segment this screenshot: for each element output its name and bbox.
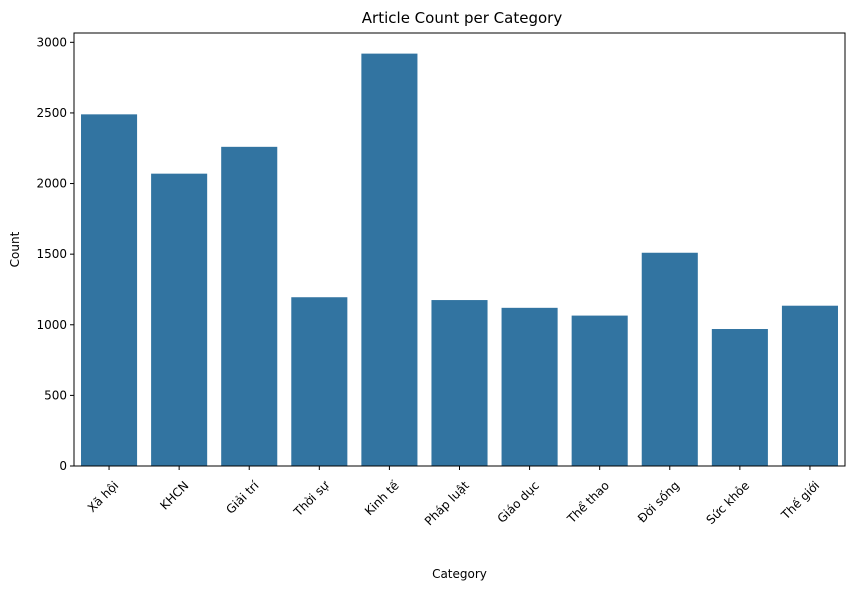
bar-2 [221,146,278,467]
bars-group [81,53,838,467]
x-tick-label: Giải trí [223,478,262,517]
y-tick-label: 1500 [36,247,67,261]
y-tick-label: 2000 [36,177,67,191]
x-tick-label: Thời sự [290,477,332,519]
x-tick-label: Thế giới [778,478,822,522]
plot-frame [73,32,846,467]
bar-7 [571,315,628,466]
bar-6 [501,307,558,466]
y-axis-label: Count [8,231,22,267]
x-tick-label: KHCN [157,478,191,512]
bar-5 [431,300,488,466]
bar-1 [151,173,208,467]
x-axis-label: Category [432,567,487,581]
y-tick-label: 0 [59,459,67,473]
bar-8 [641,252,698,466]
x-tick-label: Sức khỏe [703,478,752,527]
x-tick-label: Thể thao [564,478,612,526]
x-axis: Xã hội KHCN Giải trí Thời sự Kinh tế Pháp luậ… [85,466,822,528]
x-tick-label: Pháp luật [422,478,472,528]
x-tick-label: Đời sống [635,478,682,525]
bar-4 [361,53,418,466]
x-tick-label: Kinh tế [362,478,402,518]
y-axis: 0 500 1000 1500 2000 2500 3000 [36,35,74,473]
bar-9 [711,329,768,466]
x-tick-label: Giáo dục [495,478,542,525]
x-tick-label: Xã hội [85,478,122,515]
y-tick-label: 3000 [36,35,67,49]
y-tick-label: 1000 [36,318,67,332]
bar-3 [291,297,348,466]
y-tick-label: 500 [44,388,67,402]
bar-0 [81,114,138,467]
y-tick-label: 2500 [36,106,67,120]
bar-10 [781,305,838,466]
chart-title: Article Count per Category [362,9,563,27]
